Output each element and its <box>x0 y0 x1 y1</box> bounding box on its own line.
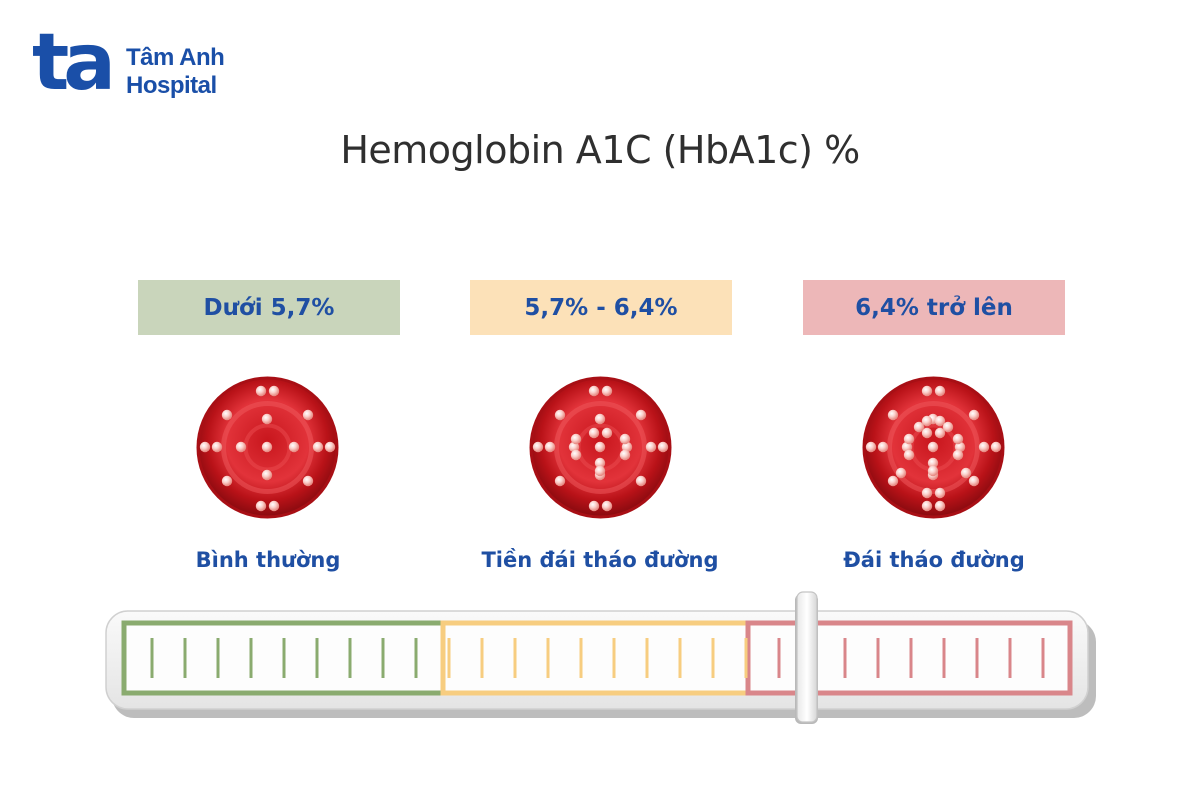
status-label-diabetes: Đái tháo đường <box>843 548 1025 572</box>
range-box-normal: Dưới 5,7% <box>138 280 400 335</box>
gauge-segment-diabetes <box>745 620 1073 696</box>
hospital-logo: ta Tâm Anh Hospital <box>32 24 242 106</box>
status-label-normal: Bình thường <box>195 548 341 572</box>
gauge-shadow <box>112 620 1096 718</box>
gauge-segment-normal <box>121 620 446 696</box>
status-label-prediabetes: Tiền đái tháo đường <box>481 548 719 572</box>
red-blood-cell-diabetes-icon <box>862 376 1005 519</box>
range-box-diabetes: 6,4% trở lên <box>803 280 1065 335</box>
red-blood-cell-prediabetes-icon <box>529 376 672 519</box>
logo-mark: ta <box>32 18 116 108</box>
logo-name: Tâm Anh Hospital <box>126 44 225 100</box>
gauge-slider-handle <box>795 591 818 724</box>
gauge-body <box>105 610 1089 710</box>
logo-name-line2: Hospital <box>126 72 217 99</box>
range-box-prediabetes: 5,7% - 6,4% <box>470 280 732 335</box>
red-blood-cell-normal-icon <box>196 376 339 519</box>
gauge-segment-prediabetes <box>440 620 751 696</box>
logo-name-line1: Tâm Anh <box>126 44 225 71</box>
page-title: Hemoglobin A1C (HbA1c) % <box>340 128 860 172</box>
